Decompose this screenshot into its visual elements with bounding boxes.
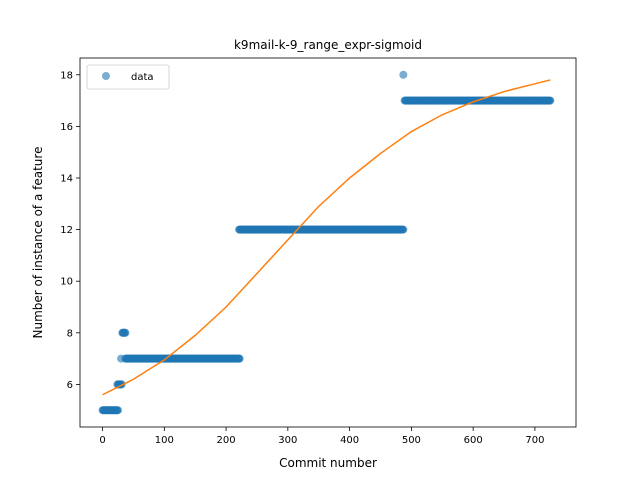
plot-frame — [79, 57, 577, 428]
y-tick-label: 18 — [60, 70, 73, 81]
x-tick-label: 0 — [99, 435, 105, 446]
y-tick-label: 16 — [60, 122, 73, 133]
fit-layer — [102, 79, 551, 396]
x-tick-label: 300 — [278, 435, 297, 446]
y-tick-label: 10 — [60, 277, 73, 288]
chart-title: k9mail-k-9_range_expr-sigmoid — [234, 38, 422, 52]
data-point — [121, 328, 130, 337]
x-axis-ticks: 0 100 200 300 400 500 600 700 — [99, 427, 544, 446]
y-tick-label: 14 — [60, 173, 73, 184]
x-tick-label: 600 — [464, 435, 483, 446]
data-point — [399, 225, 408, 234]
x-tick-label: 500 — [402, 435, 421, 446]
data-point — [399, 70, 408, 79]
data-point — [235, 354, 244, 363]
x-tick-label: 700 — [525, 435, 544, 446]
y-axis-ticks: 6 8 10 12 14 16 18 — [60, 70, 80, 391]
legend: data — [86, 64, 170, 90]
data-layer — [98, 70, 555, 415]
y-tick-label: 8 — [67, 328, 73, 339]
legend-box — [86, 64, 170, 90]
y-tick-label: 6 — [67, 380, 73, 391]
x-tick-label: 100 — [155, 435, 174, 446]
y-axis-label: Number of instance of a feature — [31, 147, 45, 339]
plot-area-background — [80, 58, 576, 427]
sigmoid-fit-line — [102, 79, 551, 396]
x-tick-label: 400 — [340, 435, 359, 446]
x-tick-label: 200 — [217, 435, 236, 446]
data-point — [113, 406, 122, 415]
legend-marker-data — [102, 72, 110, 80]
legend-label-data: data — [131, 72, 154, 83]
x-axis-label: Commit number — [279, 456, 377, 470]
y-tick-label: 12 — [60, 225, 73, 236]
data-point — [546, 96, 555, 105]
